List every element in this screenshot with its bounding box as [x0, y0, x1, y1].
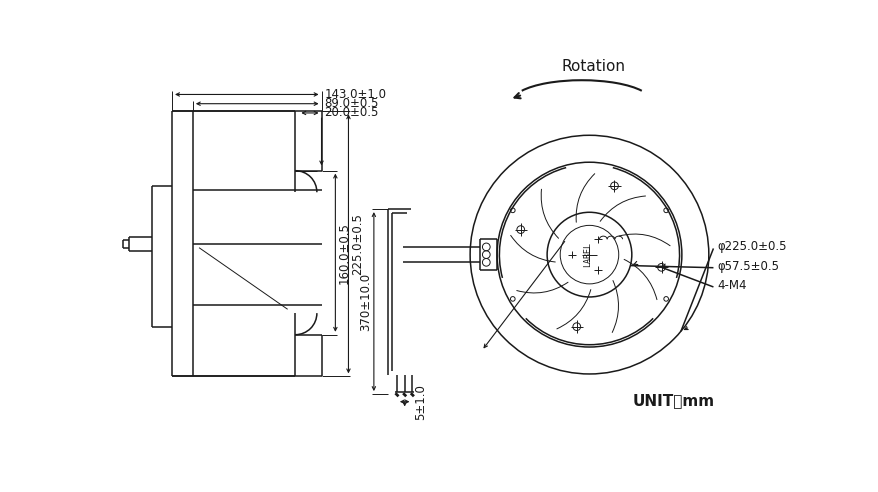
Text: 143.0±1.0: 143.0±1.0	[324, 88, 386, 101]
Text: LABEL: LABEL	[583, 242, 592, 267]
Text: 89.0±0.5: 89.0±0.5	[324, 97, 378, 110]
Text: 370±10.0: 370±10.0	[359, 273, 372, 331]
Text: 5±1.0: 5±1.0	[414, 384, 427, 420]
Text: φ225.0±0.5: φ225.0±0.5	[716, 241, 786, 253]
Text: 4-M4: 4-M4	[716, 279, 746, 292]
Text: φ57.5±0.5: φ57.5±0.5	[716, 260, 779, 273]
Text: 225.0±0.5: 225.0±0.5	[350, 213, 363, 275]
Text: UNIT：mm: UNIT：mm	[632, 394, 715, 409]
Text: 160.0±0.5: 160.0±0.5	[337, 222, 350, 283]
Text: Rotation: Rotation	[561, 59, 624, 74]
Text: 20.0±0.5: 20.0±0.5	[324, 106, 378, 120]
